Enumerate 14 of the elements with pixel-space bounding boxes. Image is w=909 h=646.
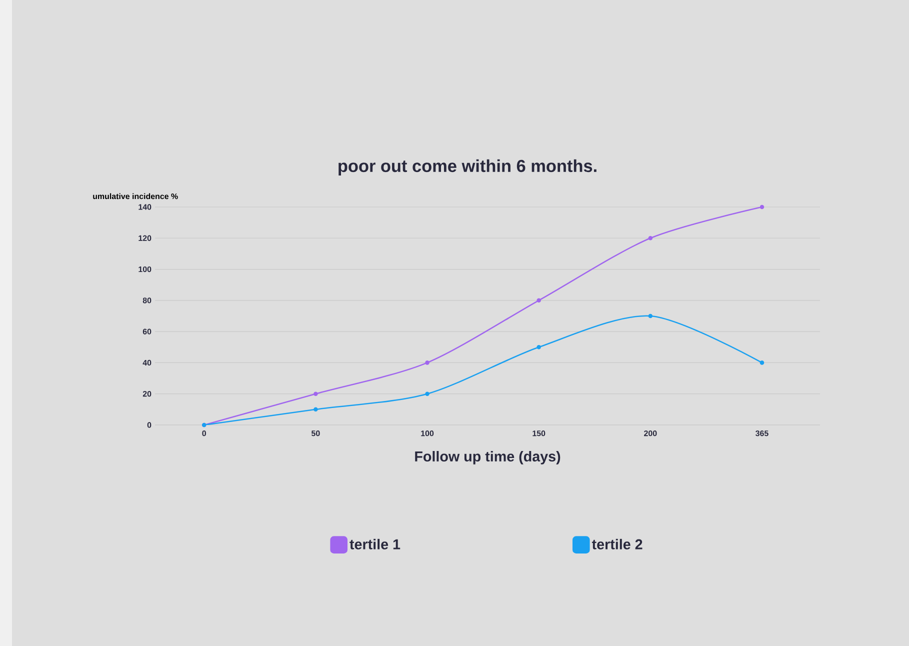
chart-title: poor out come within 6 months. [338, 159, 596, 176]
point [425, 360, 430, 365]
point [425, 392, 430, 396]
point [648, 236, 653, 240]
point [760, 204, 764, 210]
point [536, 344, 541, 350]
legend-label: tertile 2 [592, 538, 642, 550]
legend-label: tertile 1 [350, 538, 400, 550]
point [536, 298, 541, 303]
x-axis-title: Follow up time (days) [415, 451, 560, 464]
point [648, 314, 653, 318]
point [314, 407, 318, 412]
point [760, 360, 764, 365]
point [314, 392, 318, 396]
